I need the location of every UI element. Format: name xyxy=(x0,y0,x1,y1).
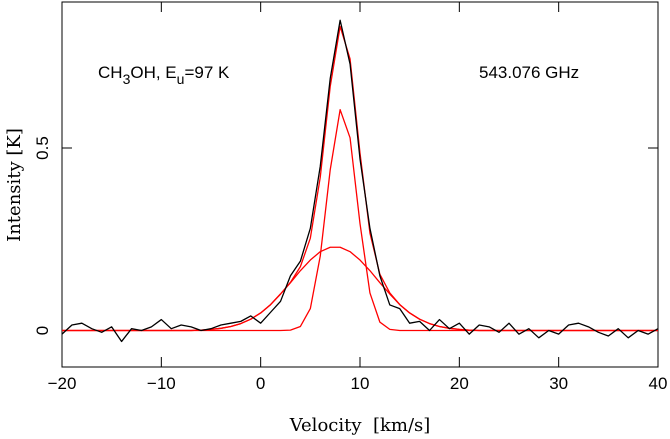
annotation-part: 3 xyxy=(123,71,131,87)
x-tick-label: −10 xyxy=(147,374,176,393)
annotation-part: 543.076 GHz xyxy=(479,63,579,82)
x-tick-label: 0 xyxy=(256,374,265,393)
plot-frame xyxy=(61,1,659,368)
x-tick-label: 10 xyxy=(351,374,370,393)
x-axis-label: Velocity [km/s] xyxy=(289,415,431,436)
spectrum-line xyxy=(62,109,658,332)
y-tick-label: 0 xyxy=(33,326,52,335)
spectrum-line xyxy=(62,246,658,332)
annotation: CH3OH, Eu=97 K xyxy=(98,63,230,87)
x-tick-label: −20 xyxy=(48,374,77,393)
annotation-part: CH xyxy=(98,63,123,82)
y-tick-label: 0.5 xyxy=(33,136,52,160)
x-tick-label: 40 xyxy=(649,374,668,393)
spectrum-line xyxy=(61,19,659,343)
annotation: 543.076 GHz xyxy=(479,63,579,82)
y-axis-label: Intensity [K] xyxy=(4,128,25,242)
annotation-part: OH, E xyxy=(130,63,176,82)
annotation-part: =97 K xyxy=(184,63,230,82)
annotation-part: u xyxy=(177,71,185,87)
x-tick-label: 20 xyxy=(450,374,469,393)
x-tick-label: 30 xyxy=(549,374,568,393)
